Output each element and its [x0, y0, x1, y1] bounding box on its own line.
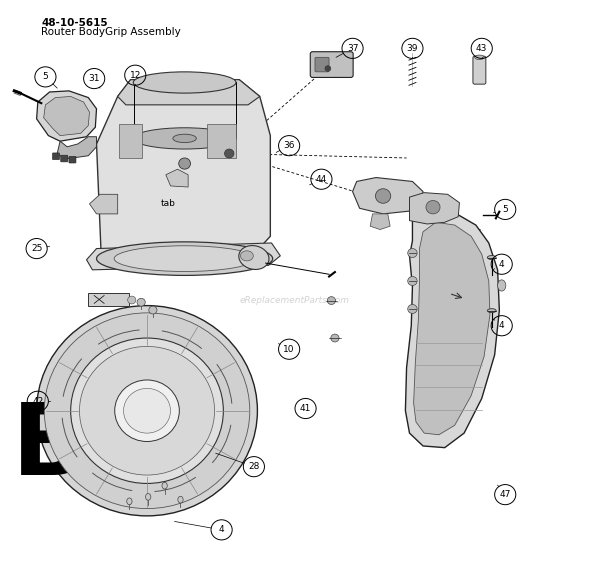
- Ellipse shape: [487, 309, 496, 312]
- Text: 44: 44: [316, 175, 327, 184]
- Text: 36: 36: [283, 141, 295, 150]
- Text: 31: 31: [88, 74, 100, 83]
- FancyBboxPatch shape: [69, 156, 76, 163]
- Text: Router BodyGrip Assembly: Router BodyGrip Assembly: [41, 27, 181, 37]
- Polygon shape: [117, 80, 260, 105]
- Text: eReplacementParts.com: eReplacementParts.com: [240, 296, 350, 305]
- Ellipse shape: [97, 242, 273, 275]
- Circle shape: [123, 388, 171, 433]
- Circle shape: [408, 248, 417, 257]
- Ellipse shape: [173, 134, 196, 143]
- FancyBboxPatch shape: [310, 52, 353, 78]
- Polygon shape: [405, 210, 499, 448]
- Circle shape: [331, 334, 339, 342]
- Text: 39: 39: [407, 44, 418, 53]
- Text: 5: 5: [502, 205, 508, 214]
- Text: 4: 4: [499, 260, 504, 269]
- Ellipse shape: [127, 498, 132, 505]
- Ellipse shape: [239, 246, 269, 269]
- Circle shape: [137, 298, 145, 306]
- Polygon shape: [409, 193, 460, 224]
- FancyBboxPatch shape: [53, 153, 60, 160]
- Text: 43: 43: [476, 44, 487, 53]
- Polygon shape: [90, 194, 117, 214]
- Text: 4: 4: [219, 525, 224, 534]
- Circle shape: [408, 305, 417, 314]
- Circle shape: [179, 158, 191, 169]
- Polygon shape: [414, 223, 490, 435]
- Text: 5: 5: [42, 72, 48, 81]
- Polygon shape: [37, 91, 97, 141]
- Polygon shape: [119, 124, 142, 158]
- Text: 28: 28: [248, 462, 260, 471]
- Circle shape: [71, 338, 224, 483]
- Text: 47: 47: [500, 490, 511, 499]
- Text: 25: 25: [31, 244, 42, 253]
- Polygon shape: [370, 214, 390, 229]
- Polygon shape: [44, 97, 90, 135]
- Polygon shape: [166, 169, 188, 187]
- FancyBboxPatch shape: [61, 155, 68, 162]
- Ellipse shape: [178, 496, 183, 503]
- Circle shape: [80, 346, 215, 475]
- Polygon shape: [57, 137, 97, 159]
- Text: 42: 42: [32, 397, 44, 406]
- Ellipse shape: [114, 246, 255, 271]
- FancyBboxPatch shape: [473, 56, 486, 84]
- Polygon shape: [97, 80, 270, 259]
- Text: 12: 12: [130, 71, 141, 80]
- Ellipse shape: [475, 55, 484, 60]
- Circle shape: [426, 201, 440, 214]
- Text: B: B: [12, 399, 88, 496]
- Text: 48-10-5615: 48-10-5615: [41, 18, 108, 28]
- Ellipse shape: [487, 256, 496, 260]
- FancyBboxPatch shape: [315, 57, 329, 72]
- Text: 10: 10: [283, 345, 295, 353]
- Ellipse shape: [133, 72, 236, 93]
- Polygon shape: [87, 243, 280, 270]
- Ellipse shape: [240, 251, 253, 261]
- Circle shape: [325, 66, 331, 71]
- Text: tab: tab: [161, 200, 176, 209]
- Circle shape: [44, 313, 250, 509]
- Circle shape: [225, 149, 234, 158]
- Circle shape: [114, 380, 179, 442]
- Ellipse shape: [133, 128, 236, 149]
- Ellipse shape: [162, 482, 168, 489]
- Ellipse shape: [497, 280, 506, 291]
- Text: 37: 37: [347, 44, 358, 53]
- Circle shape: [127, 296, 136, 304]
- Text: 4: 4: [499, 321, 504, 330]
- Ellipse shape: [146, 493, 151, 500]
- Polygon shape: [207, 124, 236, 158]
- Circle shape: [408, 277, 417, 285]
- Polygon shape: [88, 293, 129, 306]
- Circle shape: [375, 189, 391, 203]
- Text: 41: 41: [300, 404, 312, 413]
- Circle shape: [327, 297, 336, 305]
- Polygon shape: [353, 178, 423, 214]
- Circle shape: [149, 306, 157, 314]
- Circle shape: [37, 306, 257, 516]
